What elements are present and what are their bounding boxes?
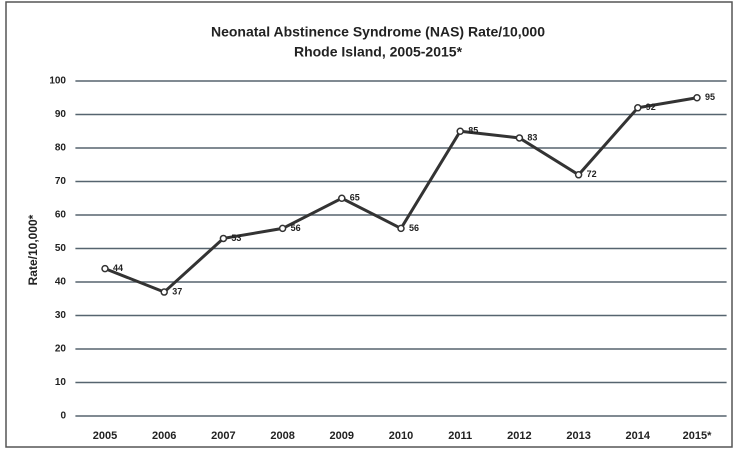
y-axis-label: Rate/10,000*	[26, 214, 40, 285]
data-line	[104, 96, 698, 294]
data-point	[456, 127, 464, 135]
x-tick-label: 2007	[211, 430, 235, 442]
y-tick-label: 10	[55, 377, 67, 388]
y-tick-label: 70	[55, 176, 67, 187]
chart-frame	[5, 1, 733, 448]
y-tick-label: 40	[55, 277, 67, 288]
y-tick-label: 0	[60, 411, 66, 422]
data-label: 56	[291, 223, 301, 233]
data-label: 44	[113, 263, 123, 273]
data-point	[397, 224, 405, 233]
data-label: 37	[172, 286, 182, 296]
x-tick-label: 2012	[507, 430, 531, 442]
x-tick-label: 2008	[270, 430, 294, 442]
data-point	[101, 264, 109, 273]
data-point	[693, 94, 701, 102]
y-tick-label: 20	[55, 344, 67, 355]
x-tick-label: 2014	[626, 430, 651, 442]
y-tick-label: 80	[55, 143, 67, 154]
y-tick-label: 100	[49, 76, 66, 87]
x-tick-label: 2006	[152, 430, 176, 442]
data-point	[160, 288, 168, 296]
data-label: 85	[468, 126, 478, 136]
x-tick-label: 2011	[448, 430, 472, 442]
data-label: 95	[705, 92, 715, 102]
x-tick-label: 2010	[389, 430, 413, 442]
chart-subtitle: Rhode Island, 2005-2015*	[294, 44, 463, 60]
y-tick-label: 30	[55, 310, 67, 321]
data-label: 53	[231, 233, 241, 243]
data-label: 65	[350, 193, 360, 203]
data-point	[338, 194, 346, 202]
x-tick-label: 2005	[93, 430, 117, 442]
data-label: 83	[527, 132, 537, 142]
data-point	[219, 234, 228, 243]
x-tick-label: 2015*	[683, 430, 712, 442]
y-tick-label: 50	[55, 243, 67, 254]
data-point	[278, 224, 287, 233]
data-point	[515, 134, 524, 142]
y-tick-label: 90	[55, 109, 67, 120]
data-label: 56	[409, 223, 419, 233]
x-tick-label: 2009	[330, 430, 354, 442]
data-point	[574, 171, 583, 179]
chart-title: Neonatal Abstinence Syndrome (NAS) Rate/…	[211, 24, 545, 40]
data-point	[634, 104, 642, 112]
x-tick-label: 2013	[566, 430, 590, 442]
y-tick-label: 60	[55, 210, 67, 221]
data-label: 92	[646, 102, 656, 112]
data-label: 72	[587, 169, 597, 179]
